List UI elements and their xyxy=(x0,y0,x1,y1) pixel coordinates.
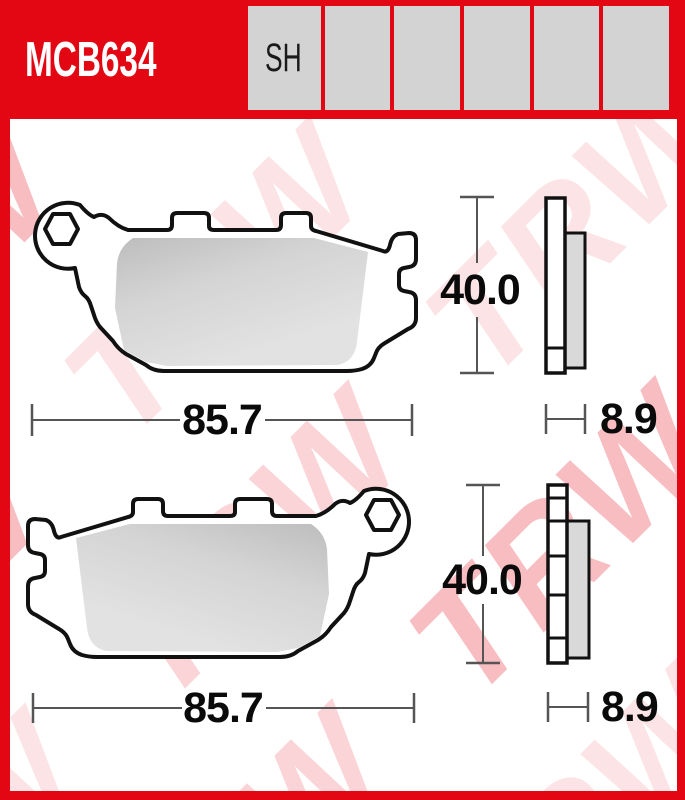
pad-face-view-bottom xyxy=(26,486,411,659)
table-cell xyxy=(394,6,460,110)
thickness-dimension-bottom xyxy=(546,692,590,722)
height-label-top: 40.0 xyxy=(440,266,521,314)
width-label-top: 85.7 xyxy=(182,396,263,444)
height-dimension-top xyxy=(460,195,494,375)
compound-code: SH xyxy=(265,36,302,80)
frame-border-bottom xyxy=(0,791,685,800)
thickness-label-top: 8.9 xyxy=(600,395,658,443)
width-label-bottom: 85.7 xyxy=(183,684,264,732)
frame-border-left xyxy=(0,0,10,800)
table-cell xyxy=(533,6,600,110)
height-label-bottom: 40.0 xyxy=(442,556,523,604)
table-cell xyxy=(463,6,530,110)
thickness-dimension-top xyxy=(544,404,587,434)
height-dimension-bottom xyxy=(466,483,500,665)
table-cell xyxy=(324,6,391,110)
thickness-label-bottom: 8.9 xyxy=(601,683,659,731)
width-dimension-bottom xyxy=(31,693,416,723)
compound-table: SH xyxy=(247,0,677,119)
pad-side-view-top xyxy=(544,196,587,375)
table-cell-compound: SH xyxy=(248,6,321,110)
table-cell xyxy=(603,6,670,110)
pad-face-view-top xyxy=(33,200,418,373)
part-number: MCB634 xyxy=(25,32,157,87)
width-dimension-top xyxy=(30,404,414,436)
part-number-box: MCB634 xyxy=(0,0,247,119)
frame-border-right xyxy=(677,0,685,800)
pad-side-view-bottom xyxy=(546,483,591,665)
